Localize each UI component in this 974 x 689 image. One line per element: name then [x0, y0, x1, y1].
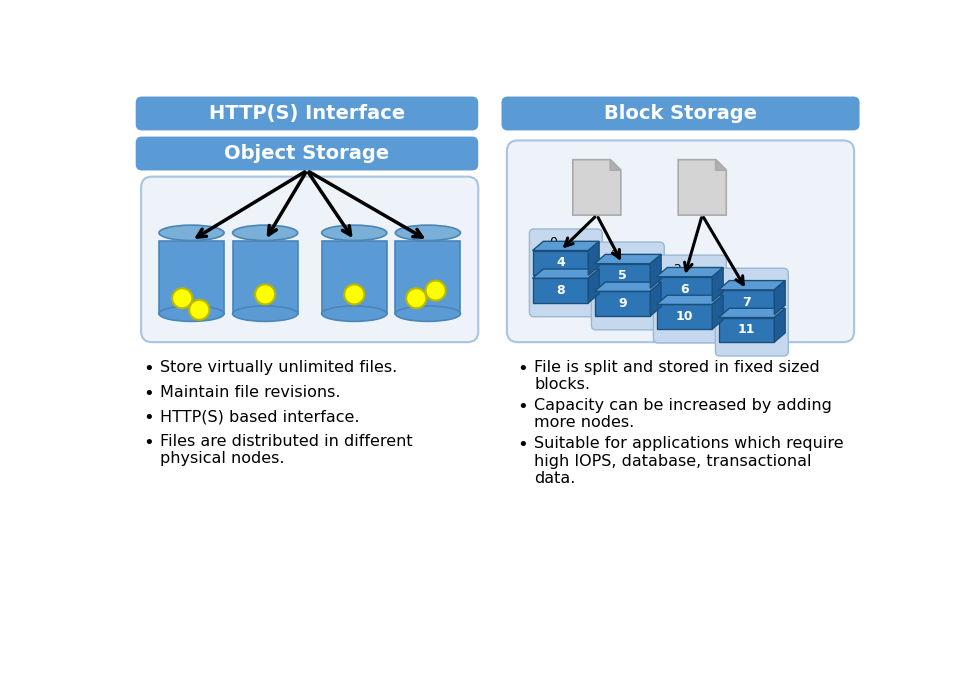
- Bar: [395, 240, 461, 313]
- Text: HTTP(S) Interface: HTTP(S) Interface: [208, 104, 405, 123]
- FancyBboxPatch shape: [715, 268, 788, 356]
- Circle shape: [172, 288, 192, 308]
- Polygon shape: [594, 254, 661, 264]
- Polygon shape: [594, 282, 661, 291]
- Text: •: •: [517, 436, 528, 454]
- Polygon shape: [573, 160, 620, 215]
- Bar: [719, 290, 774, 314]
- Text: HTTP(S) based interface.: HTTP(S) based interface.: [161, 409, 360, 424]
- Polygon shape: [774, 308, 785, 342]
- Circle shape: [189, 300, 209, 320]
- Bar: [533, 251, 588, 275]
- Text: •: •: [517, 398, 528, 416]
- Text: 8: 8: [556, 284, 565, 297]
- Polygon shape: [719, 308, 785, 318]
- FancyBboxPatch shape: [530, 229, 602, 317]
- Text: File is split and stored in fixed sized
blocks.: File is split and stored in fixed sized …: [534, 360, 820, 392]
- Ellipse shape: [159, 306, 224, 321]
- Ellipse shape: [321, 225, 387, 240]
- Text: Block Storage: Block Storage: [604, 104, 757, 123]
- Text: •: •: [517, 360, 528, 378]
- Text: 5: 5: [618, 269, 627, 282]
- Bar: [321, 240, 387, 313]
- FancyBboxPatch shape: [506, 141, 854, 342]
- FancyBboxPatch shape: [141, 176, 478, 342]
- Text: Capacity can be increased by adding
more nodes.: Capacity can be increased by adding more…: [534, 398, 832, 431]
- Polygon shape: [651, 254, 661, 288]
- Ellipse shape: [395, 306, 461, 321]
- Circle shape: [255, 285, 276, 305]
- Text: •: •: [143, 434, 154, 452]
- Circle shape: [406, 288, 427, 308]
- Text: Object Storage: Object Storage: [224, 144, 390, 163]
- FancyBboxPatch shape: [502, 96, 859, 130]
- Ellipse shape: [159, 225, 224, 240]
- FancyBboxPatch shape: [654, 255, 727, 343]
- Text: 3: 3: [734, 276, 742, 289]
- Polygon shape: [588, 269, 599, 303]
- Text: •: •: [143, 409, 154, 427]
- FancyBboxPatch shape: [135, 96, 478, 130]
- Polygon shape: [712, 267, 723, 301]
- Text: 10: 10: [676, 310, 693, 323]
- Text: 9: 9: [618, 297, 626, 310]
- Text: 7: 7: [742, 296, 751, 309]
- Polygon shape: [678, 160, 727, 215]
- Polygon shape: [533, 269, 599, 278]
- Text: 11: 11: [737, 323, 755, 336]
- Text: •: •: [143, 360, 154, 378]
- Polygon shape: [651, 282, 661, 316]
- Circle shape: [344, 285, 364, 305]
- Circle shape: [426, 280, 446, 300]
- Text: Store virtually unlimited files.: Store virtually unlimited files.: [161, 360, 397, 375]
- Text: 2: 2: [673, 263, 681, 276]
- Text: Maintain file revisions.: Maintain file revisions.: [161, 384, 341, 400]
- FancyBboxPatch shape: [591, 242, 664, 330]
- Bar: [719, 318, 774, 342]
- Bar: [594, 264, 651, 288]
- Ellipse shape: [233, 306, 298, 321]
- Bar: [159, 240, 224, 313]
- Text: 6: 6: [680, 282, 689, 296]
- Polygon shape: [588, 241, 599, 275]
- Text: Files are distributed in different
physical nodes.: Files are distributed in different physi…: [161, 434, 413, 466]
- Polygon shape: [656, 295, 723, 305]
- Polygon shape: [611, 160, 620, 170]
- Bar: [533, 278, 588, 303]
- Text: •: •: [143, 384, 154, 402]
- Text: 1: 1: [611, 249, 618, 263]
- Text: 4: 4: [556, 256, 565, 269]
- Polygon shape: [712, 295, 723, 329]
- Bar: [656, 305, 712, 329]
- Bar: [233, 240, 298, 313]
- Polygon shape: [719, 280, 785, 290]
- Ellipse shape: [395, 225, 461, 240]
- Polygon shape: [533, 241, 599, 251]
- Polygon shape: [716, 160, 727, 170]
- Polygon shape: [656, 267, 723, 277]
- Bar: [594, 291, 651, 316]
- Text: 0: 0: [548, 236, 557, 249]
- Ellipse shape: [233, 225, 298, 240]
- Text: Suitable for applications which require
high IOPS, database, transactional
data.: Suitable for applications which require …: [534, 436, 843, 486]
- Ellipse shape: [321, 306, 387, 321]
- Bar: [656, 277, 712, 301]
- FancyBboxPatch shape: [135, 136, 478, 170]
- Polygon shape: [774, 280, 785, 314]
